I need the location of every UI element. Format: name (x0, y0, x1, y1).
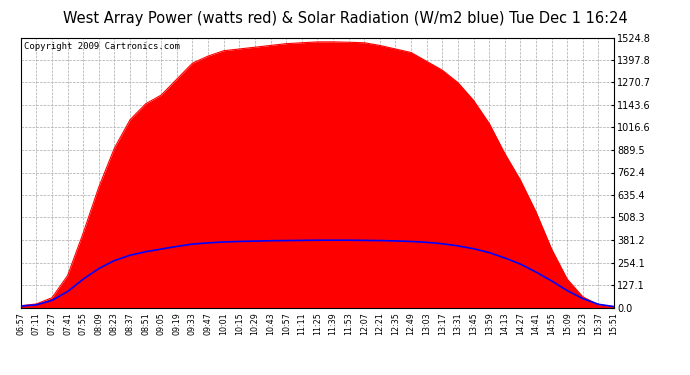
Text: Copyright 2009 Cartronics.com: Copyright 2009 Cartronics.com (23, 42, 179, 51)
Text: West Array Power (watts red) & Solar Radiation (W/m2 blue) Tue Dec 1 16:24: West Array Power (watts red) & Solar Rad… (63, 11, 627, 26)
